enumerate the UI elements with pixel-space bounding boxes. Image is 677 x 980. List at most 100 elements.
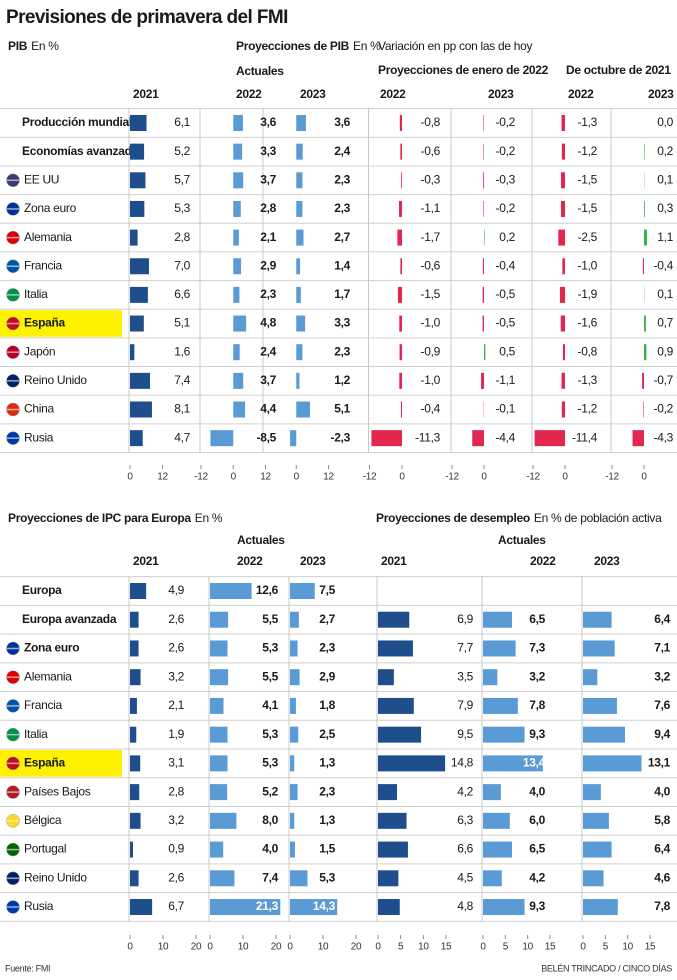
value-label: 8,0	[262, 813, 278, 827]
x-tick-label: 10	[158, 942, 169, 953]
value-label: 0,9	[168, 842, 184, 856]
bar	[210, 899, 281, 916]
bar	[233, 372, 244, 389]
value-label: -1,5	[578, 201, 598, 215]
value-label: -0,2	[496, 115, 516, 129]
x-tick-label: -12	[445, 472, 459, 483]
value-label: 13,4	[523, 756, 546, 770]
bar	[483, 726, 525, 743]
row-label: Portugal	[24, 842, 66, 856]
value-label: 0,9	[657, 344, 673, 358]
bar	[472, 430, 484, 447]
bar	[483, 899, 525, 916]
bar	[210, 841, 224, 858]
x-tick-label: 0	[287, 942, 293, 953]
bar	[483, 755, 543, 772]
header-title: PIB	[8, 39, 28, 53]
bar	[296, 172, 303, 189]
bar	[583, 697, 617, 714]
value-label: 0,1	[657, 172, 673, 186]
value-label: 0,0	[657, 115, 673, 129]
row-label: España	[24, 756, 66, 770]
bar	[210, 697, 224, 714]
value-label: 3,7	[260, 172, 276, 186]
bar	[378, 611, 410, 628]
value-label: 2,8	[168, 784, 184, 798]
bar	[561, 115, 565, 131]
x-tick-label: 20	[351, 942, 362, 953]
bar	[371, 430, 402, 447]
page-title: Previsiones de primavera del FMI	[6, 7, 288, 28]
row-label: Producción mundial	[22, 115, 132, 129]
bar	[130, 430, 143, 447]
header: Proyecciones de desempleo En % de poblaci…	[376, 511, 662, 525]
column-year: 2022	[380, 87, 406, 101]
value-label: 6,9	[457, 612, 473, 626]
bar	[290, 784, 298, 801]
bar	[290, 899, 338, 916]
value-label: 3,2	[168, 813, 184, 827]
bar	[482, 258, 484, 275]
bar	[397, 229, 402, 246]
x-tick-label: 10	[622, 942, 633, 953]
row-label: Países Bajos	[24, 784, 91, 798]
value-label: 1,6	[174, 344, 190, 358]
value-label: 0,1	[657, 287, 673, 301]
value-label: -2,3	[331, 430, 351, 444]
column-year: 2022	[568, 87, 594, 101]
bar	[378, 697, 414, 714]
value-label: 7,7	[457, 641, 473, 655]
value-label: 4,2	[457, 784, 473, 798]
value-label: 2,6	[168, 612, 184, 626]
value-label: 7,4	[262, 870, 278, 884]
value-label: 5,3	[319, 870, 335, 884]
bar	[583, 640, 615, 657]
value-label: -1,1	[421, 201, 441, 215]
bar	[561, 143, 565, 160]
bar	[130, 669, 141, 686]
value-label: -2,5	[578, 230, 598, 244]
bar	[233, 143, 243, 160]
value-label: 8,1	[174, 402, 190, 416]
bar	[130, 200, 145, 217]
bar	[642, 372, 644, 389]
bar	[130, 870, 139, 887]
bar	[130, 640, 139, 657]
value-label: 0,7	[657, 316, 673, 330]
value-label: 7,6	[654, 698, 670, 712]
value-label: -0,3	[421, 172, 441, 186]
value-label: 1,4	[334, 258, 350, 272]
bar	[583, 841, 612, 858]
column-year: 2022	[236, 87, 262, 101]
value-label: 3,6	[260, 115, 276, 129]
bar	[583, 669, 598, 686]
x-tick-label: 0	[294, 472, 300, 483]
value-label: 4,8	[260, 316, 276, 330]
value-label: 9,4	[654, 727, 670, 741]
bar	[290, 812, 295, 829]
value-label: -1,2	[578, 402, 598, 416]
value-label: 2,7	[334, 230, 350, 244]
row-label: Reino Unido	[24, 870, 87, 884]
column-year: 2023	[300, 554, 326, 568]
bar	[130, 115, 147, 131]
bar	[483, 697, 518, 714]
bar	[378, 870, 399, 887]
value-label: 6,5	[529, 842, 545, 856]
column-year: 2021	[133, 87, 159, 101]
bar	[483, 841, 513, 858]
x-tick-label: 5	[503, 942, 509, 953]
row-highlight	[0, 750, 122, 777]
bar	[561, 172, 565, 189]
value-label: 7,3	[529, 641, 545, 655]
value-label: -0,2	[496, 201, 516, 215]
value-label: 2,3	[334, 344, 350, 358]
bar	[401, 172, 402, 189]
value-label: 7,5	[319, 583, 335, 597]
header: Variación en pp con las de hoy	[378, 39, 533, 53]
column-year: 2021	[381, 554, 407, 568]
row-label: Zona euro	[24, 201, 77, 215]
value-label: 1,8	[319, 698, 335, 712]
header-unit: En %	[195, 511, 223, 525]
bar	[210, 669, 229, 686]
